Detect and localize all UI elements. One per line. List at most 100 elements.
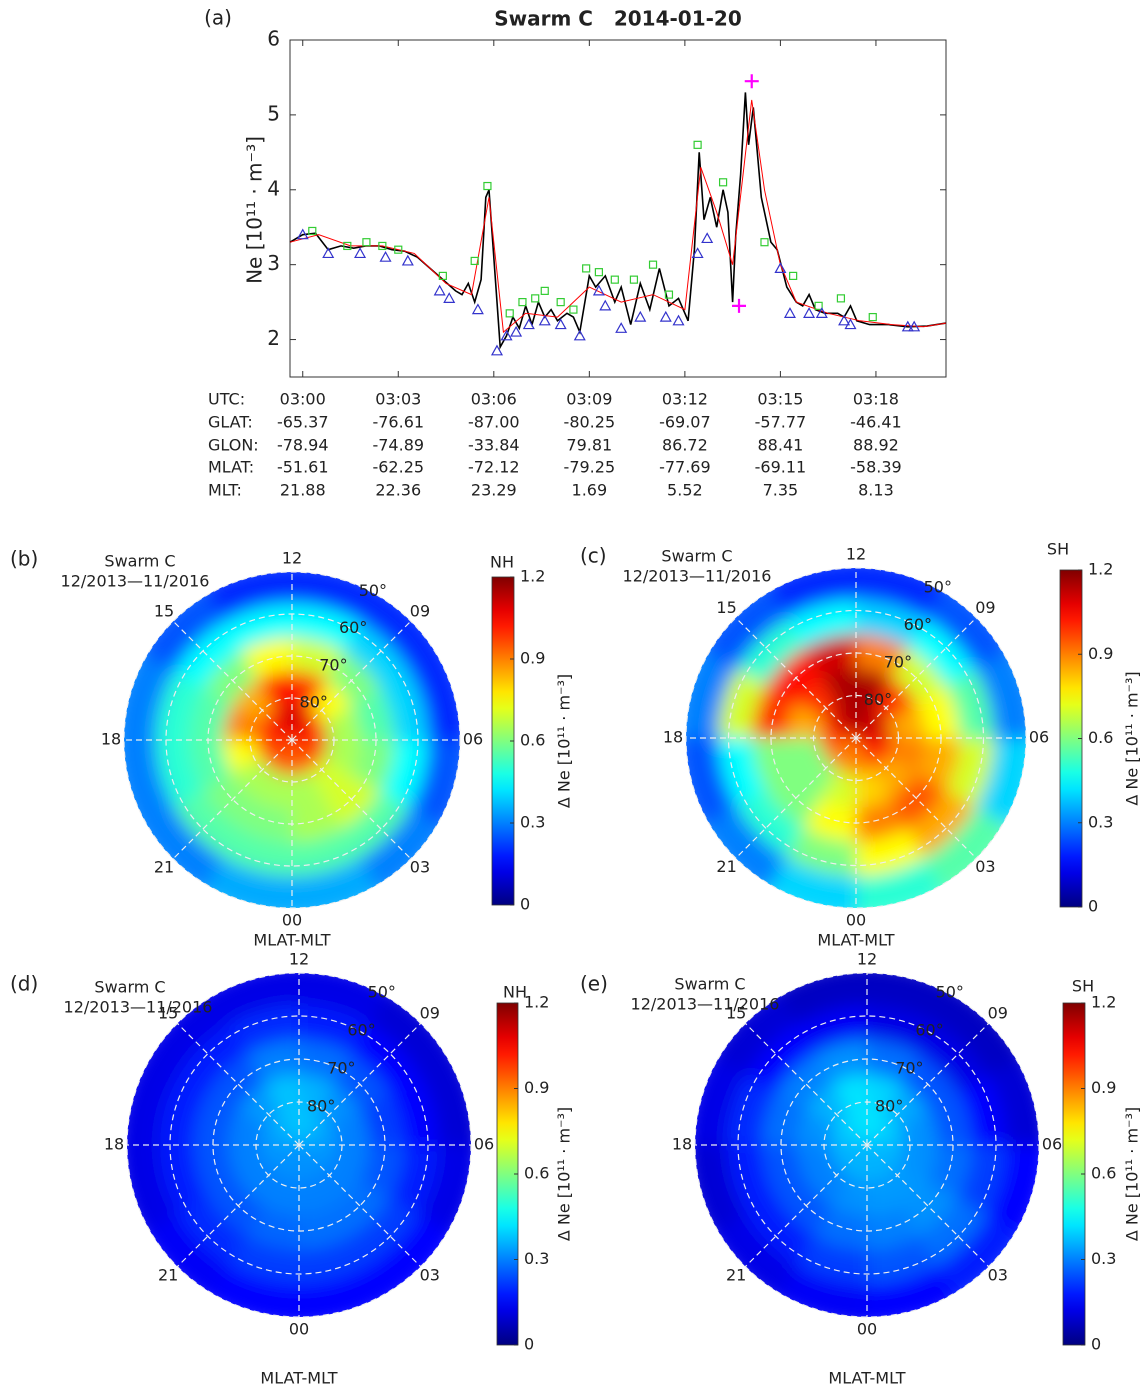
r-tick-label: 80°: [875, 1097, 903, 1116]
colorbar-tick-label: 0.6: [524, 1164, 549, 1183]
theta-grid-line: [172, 739, 293, 860]
colorbar-tick-label: 0.9: [1088, 644, 1113, 663]
table-row-label: UTC:: [208, 390, 245, 409]
theta-grid-line: [172, 620, 293, 741]
theta-tick-label: 06: [1029, 728, 1049, 747]
trough-marker: [322, 247, 335, 259]
trough-marker: [815, 307, 828, 318]
panel-title: Swarm C: [674, 975, 745, 994]
table-cell: 88.92: [853, 436, 899, 455]
heatmap: [686, 568, 1026, 908]
colorbar-tick-label: 0.6: [520, 731, 545, 750]
trough-marker: [379, 250, 392, 262]
r-grid-circle: [169, 1015, 429, 1275]
colorbar-tick-label: 0.9: [524, 1078, 549, 1097]
colorbar-tick-label: 1.2: [1091, 993, 1116, 1012]
theta-tick-label: 06: [474, 1135, 494, 1154]
colorbar-label: Δ Ne [10¹¹ · m⁻³]: [555, 674, 574, 808]
y-tick-label: 5: [267, 101, 280, 125]
peak-marker: [664, 290, 674, 299]
panel-title: Swarm C: [94, 978, 165, 997]
trough-marker: [500, 329, 513, 341]
x-tick-label: 03:03: [375, 390, 421, 409]
panel-subtitle: 12/2013—11/2016: [64, 998, 213, 1017]
colorbar-label: Δ Ne [10¹¹ · m⁻³]: [1123, 671, 1142, 805]
r-tick-label: 50°: [936, 983, 964, 1002]
panel-title: Swarm C: [104, 552, 175, 571]
theta-tick-label: 12: [289, 950, 309, 969]
trough-marker: [908, 320, 921, 332]
trough-marker: [691, 247, 704, 259]
hemisphere-label: NH: [490, 553, 514, 572]
colorbar-tick-label: 0: [1088, 897, 1098, 916]
r-tick-label: 70°: [319, 655, 347, 674]
theta-grid-line: [735, 617, 857, 739]
theta-tick-label: 03: [975, 857, 995, 876]
trough-marker: [838, 314, 851, 326]
theta-tick-label: 09: [410, 602, 430, 621]
table-cell: -74.89: [372, 436, 424, 455]
theta-tick-label: 03: [988, 1265, 1008, 1284]
theta-tick-label: 18: [672, 1135, 692, 1154]
trough-marker: [672, 314, 685, 326]
theta-tick-label: 09: [988, 1004, 1008, 1023]
colorbar-tick-label: 1.2: [1088, 560, 1113, 579]
theta-tick-label: 21: [154, 857, 174, 876]
trough-marker: [490, 344, 504, 356]
hemisphere-label: SH: [1047, 540, 1069, 559]
trough-marker: [433, 284, 446, 296]
x-tick-label: 03:12: [662, 390, 708, 409]
theta-tick-label: 12: [857, 950, 877, 969]
panel-label: (b): [10, 547, 38, 571]
r-grid-circle: [737, 1015, 997, 1275]
peak-marker: [648, 260, 658, 269]
theta-grid-line: [735, 737, 857, 859]
peak-marker: [582, 264, 591, 273]
peak-marker: [343, 241, 352, 251]
plot-area: [289, 39, 947, 378]
table-row-label: MLAT:: [208, 458, 254, 477]
theta-grid-line: [744, 1022, 868, 1146]
x-tick-label: 03:00: [280, 390, 326, 409]
x-tick-label: 03:09: [566, 390, 612, 409]
table-cell: 79.81: [566, 436, 612, 455]
table-cell: -58.39: [850, 458, 902, 477]
panel-label: (a): [204, 6, 232, 30]
peak-marker: [556, 298, 565, 307]
peak-marker: [394, 245, 403, 254]
theta-grid-line: [291, 620, 412, 741]
theta-tick-label: 18: [101, 730, 121, 749]
theta-tick-label: 03: [420, 1265, 440, 1284]
r-tick-label: 70°: [895, 1059, 923, 1078]
colorbar-tick-label: 0: [1091, 1335, 1101, 1354]
heatmap-clip: [124, 572, 460, 908]
peak-marker: [693, 140, 702, 149]
colorbar-tick-label: 0: [520, 895, 530, 914]
r-grid-circle: [685, 567, 1027, 909]
panel-subtitle: 12/2013—11/2016: [623, 567, 772, 586]
trough-marker: [901, 320, 914, 332]
y-tick-label: 2: [267, 326, 280, 350]
r-grid-circle: [727, 609, 985, 867]
x-tick-label: 03:15: [757, 390, 803, 409]
theta-tick-label: 00: [289, 1320, 309, 1339]
x-axis-label: MLAT-MLT: [253, 931, 330, 950]
x-axis-label: MLAT-MLT: [260, 1369, 337, 1388]
trough-marker: [401, 254, 414, 266]
r-grid-circle: [123, 571, 461, 909]
table-cell: 7.35: [763, 481, 799, 500]
table-row-label: MLT:: [208, 481, 242, 500]
table-cell: -76.61: [372, 413, 424, 432]
peak-marker: [718, 178, 728, 187]
y-tick-label: 6: [267, 27, 280, 51]
peak-marker: [868, 312, 877, 322]
table-cell: -69.11: [755, 458, 807, 477]
r-tick-label: 50°: [368, 983, 396, 1002]
r-tick-label: 80°: [864, 690, 892, 709]
r-tick-label: 50°: [924, 577, 952, 596]
panel-subtitle: 12/2013—11/2016: [61, 572, 210, 591]
panel-title: Swarm C: [661, 547, 732, 566]
colorbar-tick-label: 0.3: [1088, 812, 1113, 831]
peak-marker: [629, 275, 639, 284]
